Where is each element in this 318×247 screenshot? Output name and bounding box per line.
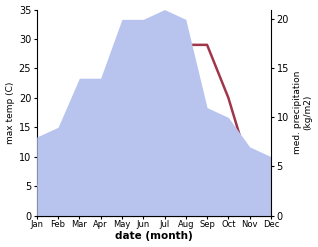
X-axis label: date (month): date (month) xyxy=(115,231,193,242)
Y-axis label: med. precipitation
(kg/m2): med. precipitation (kg/m2) xyxy=(293,71,313,154)
Y-axis label: max temp (C): max temp (C) xyxy=(5,81,15,144)
